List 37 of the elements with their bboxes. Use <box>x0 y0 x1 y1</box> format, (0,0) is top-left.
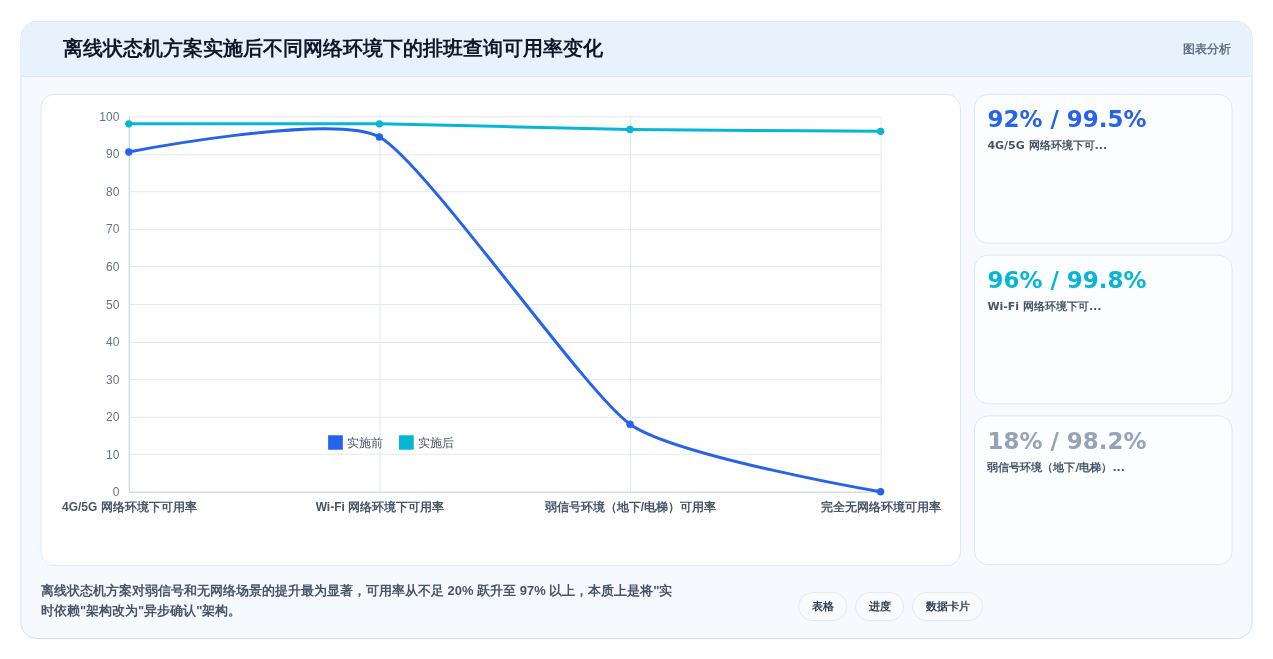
x-tick-label: 完全无网络环境可用率 <box>821 500 942 515</box>
text: 图表分析 <box>1183 42 1232 57</box>
point <box>626 125 634 134</box>
text: 表格 <box>810 599 835 612</box>
point <box>876 488 885 496</box>
y-tick-label: 80 <box>105 184 120 199</box>
chart-title: 离线状态机方案实施后不同网络环境下的排班查询可用率变化 <box>61 37 604 60</box>
text: 数据卡片 <box>924 599 970 612</box>
text: 进度 <box>867 599 891 612</box>
legend-label: 实施后 <box>417 435 454 450</box>
y-tick-label: 90 <box>105 147 120 162</box>
point <box>125 120 133 128</box>
legend-label: 实施前 <box>346 435 383 450</box>
point <box>626 420 634 428</box>
y-tick-label: 60 <box>105 259 120 274</box>
text: 18% / 98.2% <box>987 427 1147 454</box>
text: 4G/5G 网络环境下可... <box>987 139 1108 153</box>
y-tick-label: 100 <box>99 109 120 124</box>
y-tick-label: 70 <box>105 222 120 237</box>
point <box>876 127 885 136</box>
y-tick-label: 0 <box>112 485 120 500</box>
point <box>375 120 384 128</box>
text: 92% / 99.5% <box>987 106 1147 133</box>
y-tick-label: 20 <box>105 410 120 425</box>
text: 弱信号环境（地下/电梯）... <box>986 460 1125 474</box>
text: 96% / 99.8% <box>987 267 1147 294</box>
x-tick-label: 4G/5G 网络环境下可用率 <box>62 500 197 515</box>
y-tick-label: 10 <box>105 447 120 462</box>
y-tick-label: 50 <box>105 297 120 312</box>
point <box>125 148 133 156</box>
y-tick-label: 30 <box>105 372 120 387</box>
text: Wi-Fi 网络环境下可... <box>987 300 1102 314</box>
x-tick-label: 弱信号环境（地下/电梯）可用率 <box>543 500 717 515</box>
point <box>375 133 384 141</box>
y-tick-label: 40 <box>105 335 120 350</box>
x-tick-label: Wi-Fi 网络环境下可用率 <box>315 500 445 515</box>
text: 离线状态机方案对弱信号和无网络场景的提升最为显著，可用率从不足 20% 跃升至 97% 以上，本质上是将"实时依赖"架构改为"异步确认"架构。 <box>39 582 673 618</box>
